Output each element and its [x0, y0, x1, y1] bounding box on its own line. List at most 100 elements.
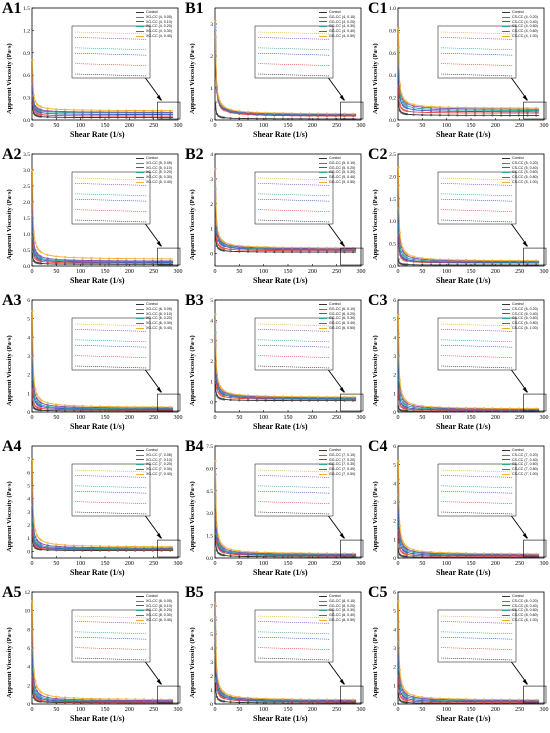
series-point-5	[491, 552, 494, 555]
y-axis-label: Apparent Viscosity (Pa·s)	[6, 189, 13, 260]
inset-series-0	[257, 511, 331, 515]
series-point-5	[169, 698, 172, 701]
legend-swatch	[136, 157, 144, 159]
series-point-2	[398, 398, 402, 401]
x-tick-label: 0	[31, 415, 34, 421]
chart-svg: 0 50 100 150 200 250 300 0 1 2 3	[210, 7, 366, 129]
series-point-4	[40, 542, 43, 545]
series-point-5	[229, 548, 232, 551]
legend-swatch	[136, 619, 144, 621]
legend-entry: GG-CC (6, 0.30)	[319, 316, 355, 321]
legend-swatch	[136, 11, 144, 13]
y-axis-label: Apparent Viscosity (Pa·s)	[372, 43, 379, 114]
series-point-5	[517, 552, 520, 555]
legend-swatch	[319, 619, 327, 621]
zoom-arrow-head	[339, 533, 345, 540]
y-tick-label: 5	[27, 317, 30, 323]
series-point-5	[218, 384, 222, 388]
series-point-1	[134, 114, 137, 118]
series-point-0	[456, 263, 459, 267]
series-point-5	[107, 109, 111, 112]
series-point-5	[160, 257, 163, 260]
legend-label: CS-CC (4, 0.20)	[512, 14, 538, 19]
chart-svg: 0 50 100 150 200 250 300 0 1 2 3 4 5 6	[393, 444, 548, 567]
x-tick-label: 0	[397, 561, 400, 567]
series-point-0	[398, 553, 402, 556]
series-point-5	[125, 545, 128, 548]
series-point-5	[221, 239, 224, 243]
series-point-1	[221, 246, 224, 250]
y-tick-label: 4	[27, 335, 30, 341]
series-point-5	[473, 106, 477, 109]
y-tick-label: 0.0	[389, 118, 396, 124]
y-tick-label: 0	[393, 702, 396, 708]
legend-swatch	[502, 157, 510, 159]
series-point-0	[308, 117, 311, 121]
series-line-5	[398, 460, 540, 555]
legend-label: Control	[146, 156, 158, 160]
y-axis-label: Apparent Viscosity (Pa·s)	[189, 627, 196, 698]
series-point-0	[404, 555, 407, 558]
series-point-2	[401, 548, 405, 551]
series-point-5	[142, 257, 146, 260]
series-point-5	[456, 406, 459, 409]
inset-series-2	[257, 52, 331, 56]
legend-label: CS-CC (4, 1.00)	[512, 33, 538, 38]
legend-label: CS-CC (8, 1.00)	[512, 617, 538, 622]
legend: Control GG-CC (7, 0.10) GG-CC (7, 0.20) GG-…	[319, 448, 355, 477]
series-point-0	[421, 555, 424, 559]
x-tick-label: 300	[357, 123, 366, 129]
series-point-0	[215, 394, 219, 397]
series-point-0	[273, 399, 276, 402]
series-point-5	[142, 405, 146, 409]
series-point-5	[255, 550, 259, 554]
x-tick-label: 200	[308, 561, 317, 567]
series-point-5	[229, 392, 232, 395]
series-point-5	[325, 395, 329, 399]
inset-series-4	[440, 37, 514, 40]
legend-label: XG-CC (7, 0.05)	[146, 452, 172, 457]
series-point-5	[125, 109, 128, 112]
series-point-4	[34, 686, 37, 689]
series-point-5	[334, 552, 337, 555]
series-point-0	[517, 114, 520, 117]
series-line-5	[32, 169, 174, 260]
series-point-5	[40, 398, 43, 402]
series-point-5	[412, 103, 415, 106]
chart-svg: 0 50 100 150 200 250 300 0.0 0.3 0.6 0.9 1.2 1.5	[23, 6, 182, 129]
x-tick-label: 100	[76, 415, 85, 421]
legend-label: GG-CC (7, 0.50)	[329, 471, 356, 476]
series-point-5	[273, 395, 276, 398]
legend-label: Control	[512, 448, 524, 452]
series-point-1	[404, 109, 407, 112]
zoom-box	[523, 685, 547, 704]
series-point-5	[403, 249, 406, 253]
series-point-5	[217, 232, 220, 235]
legend-label: CS-CC (6, 0.60)	[512, 316, 538, 321]
series-point-2	[34, 400, 37, 404]
legend-swatch	[502, 600, 510, 602]
series-point-0	[325, 117, 329, 121]
legend-entry: XG-CC (4, 0.05)	[136, 15, 172, 20]
x-axis-label: Shear Rate (1/s)	[436, 714, 491, 723]
series-point-1	[238, 248, 241, 252]
inset-series-4	[74, 475, 148, 478]
y-tick-label: 0.0	[389, 264, 396, 270]
y-tick-label: 0.9	[23, 51, 30, 57]
y-tick-label: 2	[210, 674, 213, 680]
series-point-5	[63, 255, 67, 259]
legend-entry: CS-CC (7, 1.00)	[502, 472, 538, 477]
series-point-4	[35, 538, 39, 542]
chart-svg: 0 50 100 150 200 250 300 0.0 0.5 1.0 1.5 2.0 2.5 3.0 3…	[23, 152, 182, 275]
y-tick-label: 0	[27, 702, 30, 708]
series-point-5	[169, 109, 172, 112]
series-point-5	[246, 245, 250, 248]
legend-label: XG-CC (4, 0.30)	[146, 29, 172, 34]
series-point-5	[400, 92, 403, 95]
legend-swatch	[319, 308, 327, 310]
inset-series-2	[440, 198, 514, 202]
series-point-0	[264, 250, 267, 254]
y-axis-label: Apparent Viscosity (Pa·s)	[189, 189, 196, 260]
series-point-4	[46, 696, 49, 699]
series-point-3	[403, 255, 406, 258]
